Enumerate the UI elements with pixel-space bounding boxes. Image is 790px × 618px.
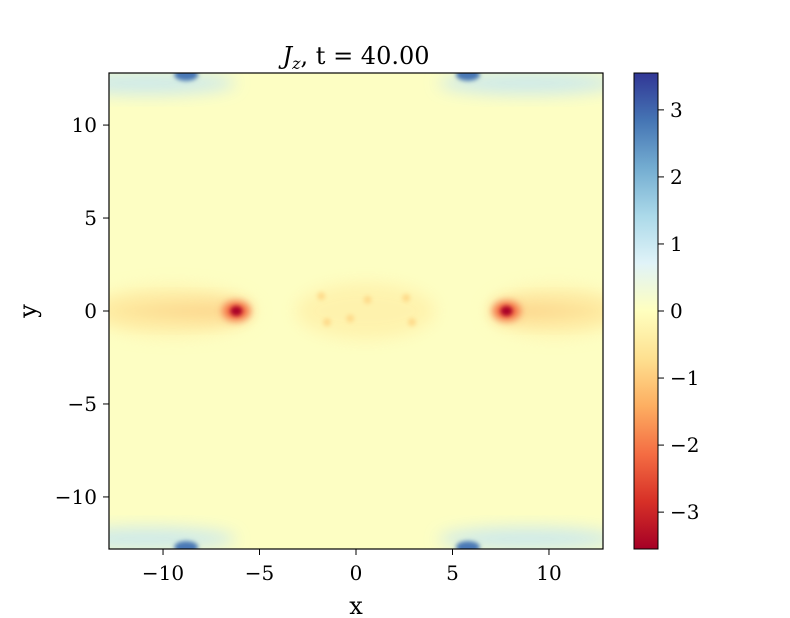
central-blob	[323, 318, 332, 327]
positive-peak	[174, 73, 199, 81]
y-tick-label: 0	[84, 299, 97, 323]
colorbar-tick-label: 1	[670, 232, 683, 256]
x-tick-label: −5	[245, 561, 274, 585]
positive-peak	[455, 73, 480, 81]
positive-peak	[174, 541, 199, 549]
x-tick-label: 0	[350, 561, 363, 585]
x-axis-label: x	[349, 592, 363, 618]
colorbar-tick-label: −3	[670, 500, 699, 524]
negative-peak-core	[230, 306, 243, 316]
title-subscript: z	[291, 54, 301, 73]
y-tick-label: 5	[84, 206, 97, 230]
colorbar-tick-label: 3	[670, 98, 683, 122]
title-variable: J	[277, 42, 293, 70]
positive-band	[437, 527, 603, 549]
colorbar-tick-label: 0	[670, 299, 683, 323]
colorbar-ticks: −3 −2 −1 0 1 2 3	[658, 98, 699, 524]
heatmap-area	[109, 73, 603, 549]
colorbar-tick-label: 2	[670, 165, 683, 189]
x-tick-label: −10	[142, 561, 184, 585]
title-rest: , t = 40.00	[301, 42, 430, 70]
x-axis-ticks: −10 −5 0 5 10	[142, 549, 562, 585]
central-blob	[317, 292, 326, 301]
y-tick-label: −10	[55, 485, 97, 509]
y-axis-ticks: −10 −5 0 5 10	[55, 113, 109, 509]
x-tick-label: 5	[446, 561, 459, 585]
central-blob	[402, 293, 411, 302]
colorbar-tick-label: −1	[670, 366, 699, 390]
central-region	[295, 283, 436, 339]
y-tick-label: −5	[68, 392, 97, 416]
colorbar-tick-label: −2	[670, 433, 699, 457]
positive-band	[437, 73, 603, 95]
current-sheet-halo	[109, 285, 257, 337]
negative-peak-core	[500, 306, 513, 316]
positive-band	[109, 73, 237, 95]
central-blob	[363, 295, 372, 304]
central-blob	[346, 314, 355, 323]
chart-title: Jz, t = 40.00	[277, 42, 429, 73]
positive-peak	[455, 541, 480, 549]
current-sheet-halo	[486, 285, 603, 337]
positive-band	[109, 527, 237, 549]
y-tick-label: 10	[72, 113, 97, 137]
colorbar	[633, 72, 659, 550]
central-blob	[407, 318, 416, 327]
x-tick-label: 10	[536, 561, 561, 585]
y-axis-label: y	[14, 304, 42, 319]
